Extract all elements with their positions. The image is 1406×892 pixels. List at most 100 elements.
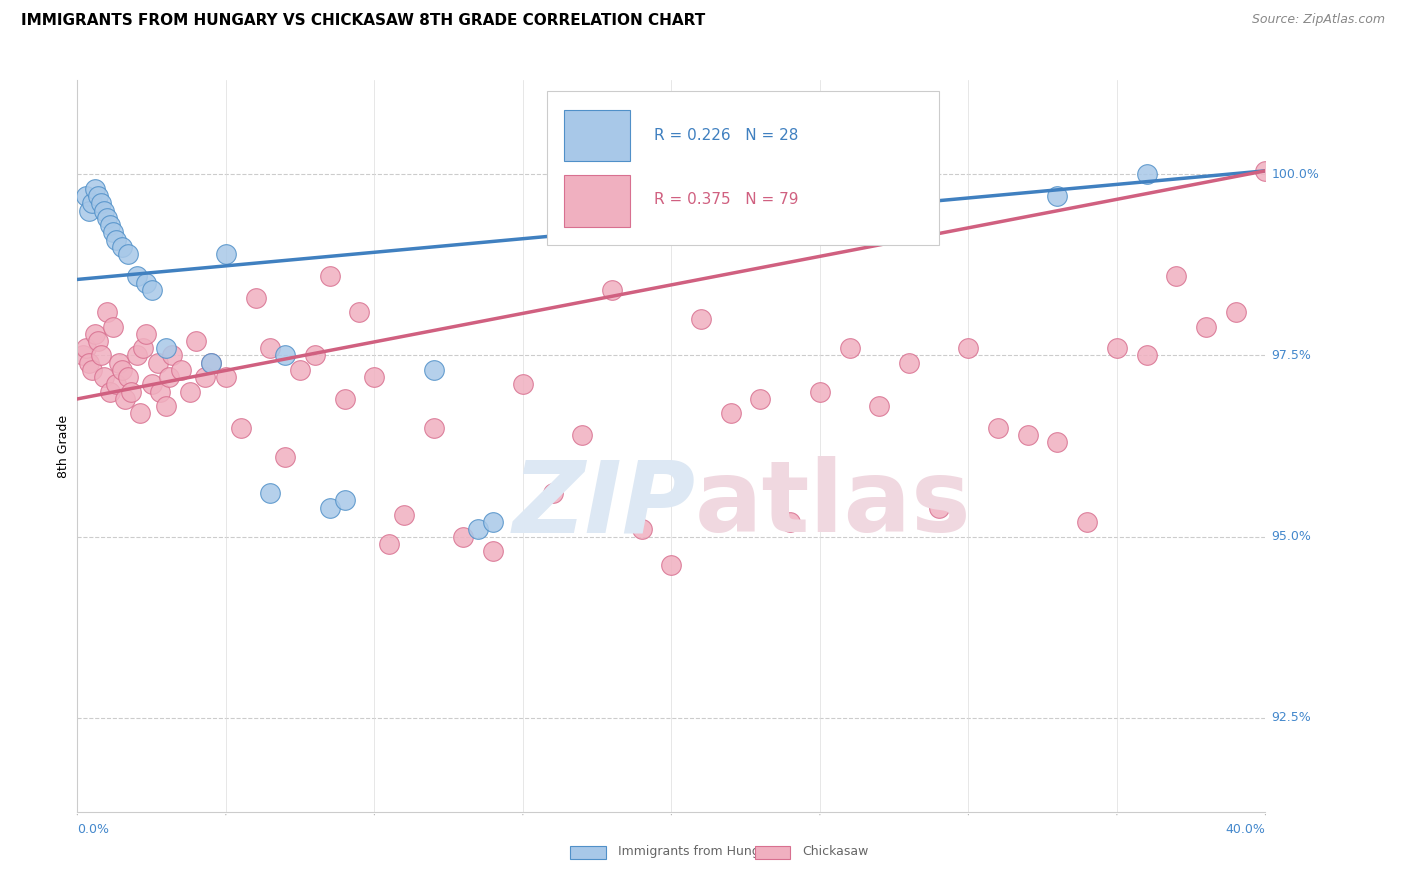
Point <box>259 341 281 355</box>
Text: 92.5%: 92.5% <box>1271 711 1310 724</box>
Text: Immigrants from Hungary: Immigrants from Hungary <box>617 846 780 858</box>
Point <box>1343 225 1365 239</box>
Point <box>146 356 169 370</box>
Point <box>96 305 118 319</box>
Point <box>1017 428 1039 442</box>
Point <box>87 189 110 203</box>
Point <box>101 225 124 239</box>
Bar <box>564 110 630 161</box>
Text: R = 0.375   N = 79: R = 0.375 N = 79 <box>654 192 799 207</box>
Point <box>259 486 281 500</box>
Point <box>423 421 446 435</box>
Point <box>82 363 104 377</box>
Point <box>378 537 401 551</box>
Point <box>467 522 489 536</box>
Point <box>541 486 564 500</box>
Text: 0.0%: 0.0% <box>77 822 110 836</box>
Point <box>186 334 208 348</box>
Text: Chickasaw: Chickasaw <box>801 846 869 858</box>
Point <box>1076 515 1098 529</box>
Point <box>749 392 772 406</box>
Point <box>600 283 623 297</box>
Point <box>392 508 415 522</box>
Point <box>245 291 267 305</box>
Point <box>98 218 121 232</box>
Point <box>93 203 115 218</box>
Point <box>149 384 172 399</box>
Point <box>957 341 980 355</box>
Point <box>571 428 593 442</box>
Point <box>288 363 311 377</box>
Point <box>104 377 127 392</box>
Point <box>111 240 134 254</box>
Point <box>75 341 97 355</box>
Point <box>1046 435 1069 450</box>
Point <box>77 203 100 218</box>
Point <box>1046 189 1069 203</box>
Text: 100.0%: 100.0% <box>1271 168 1319 181</box>
Point <box>131 341 153 355</box>
Point <box>274 450 297 464</box>
Point <box>229 421 252 435</box>
Point <box>90 196 112 211</box>
Point <box>101 319 124 334</box>
Text: atlas: atlas <box>695 456 972 553</box>
Point <box>1284 196 1306 211</box>
Text: R = 0.226   N = 28: R = 0.226 N = 28 <box>654 128 799 143</box>
Point <box>720 406 742 420</box>
Point <box>349 305 371 319</box>
Text: 95.0%: 95.0% <box>1271 530 1312 543</box>
Point <box>111 363 134 377</box>
Point <box>453 529 475 543</box>
Point <box>141 283 163 297</box>
Point <box>1374 312 1396 326</box>
Text: IMMIGRANTS FROM HUNGARY VS CHICKASAW 8TH GRADE CORRELATION CHART: IMMIGRANTS FROM HUNGARY VS CHICKASAW 8TH… <box>21 13 706 29</box>
Point <box>128 406 150 420</box>
Point <box>194 370 217 384</box>
Point <box>215 370 238 384</box>
Point <box>987 421 1010 435</box>
Point <box>482 515 505 529</box>
Point <box>157 370 180 384</box>
Point <box>333 392 356 406</box>
Point <box>117 370 139 384</box>
Point <box>162 349 184 363</box>
Point <box>319 500 342 515</box>
Point <box>87 334 110 348</box>
Text: ZIP: ZIP <box>512 456 695 553</box>
Point <box>90 349 112 363</box>
Point <box>482 544 505 558</box>
Bar <box>571 847 606 859</box>
Text: Source: ZipAtlas.com: Source: ZipAtlas.com <box>1251 13 1385 27</box>
Point <box>779 515 801 529</box>
Point <box>808 384 831 399</box>
Point <box>141 377 163 392</box>
Point <box>630 522 652 536</box>
Point <box>200 356 222 370</box>
Point <box>120 384 142 399</box>
Point <box>661 558 683 573</box>
Point <box>125 349 148 363</box>
Point <box>179 384 201 399</box>
Point <box>108 356 131 370</box>
Point <box>1166 268 1188 283</box>
Point <box>125 268 148 283</box>
Point <box>135 276 157 290</box>
Point <box>1136 168 1159 182</box>
Point <box>84 326 107 341</box>
Point <box>512 377 534 392</box>
Point <box>1403 261 1406 276</box>
Point <box>170 363 193 377</box>
Point <box>114 392 136 406</box>
Point <box>77 356 100 370</box>
Point <box>423 363 446 377</box>
Point <box>690 312 713 326</box>
Text: 40.0%: 40.0% <box>1226 822 1265 836</box>
Point <box>1225 305 1247 319</box>
Point <box>117 247 139 261</box>
Point <box>98 384 121 399</box>
Point <box>1136 349 1159 363</box>
Point <box>82 196 104 211</box>
Point <box>333 493 356 508</box>
Point <box>96 211 118 225</box>
